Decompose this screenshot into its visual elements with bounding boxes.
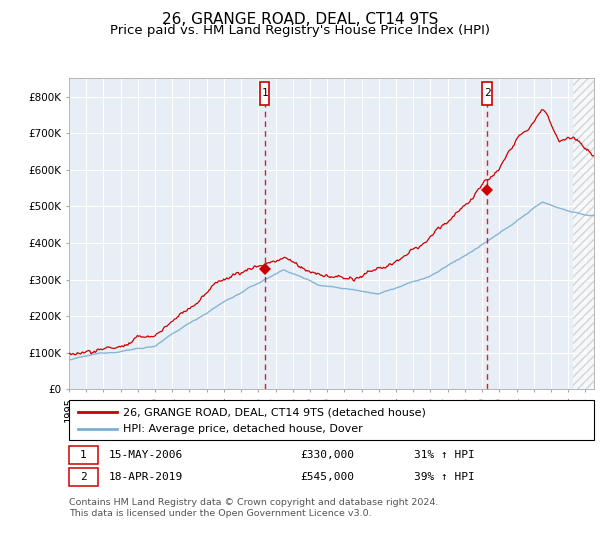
- FancyBboxPatch shape: [260, 82, 269, 105]
- Text: 2: 2: [484, 88, 490, 98]
- Text: £330,000: £330,000: [300, 450, 354, 460]
- Text: 39% ↑ HPI: 39% ↑ HPI: [414, 472, 475, 482]
- Text: £545,000: £545,000: [300, 472, 354, 482]
- Text: 26, GRANGE ROAD, DEAL, CT14 9TS: 26, GRANGE ROAD, DEAL, CT14 9TS: [162, 12, 438, 27]
- Text: 1: 1: [262, 88, 268, 98]
- Text: 1: 1: [80, 450, 87, 460]
- Text: HPI: Average price, detached house, Dover: HPI: Average price, detached house, Dove…: [123, 423, 363, 433]
- Text: 26, GRANGE ROAD, DEAL, CT14 9TS (detached house): 26, GRANGE ROAD, DEAL, CT14 9TS (detache…: [123, 407, 426, 417]
- Text: 2: 2: [80, 472, 87, 482]
- Text: Price paid vs. HM Land Registry's House Price Index (HPI): Price paid vs. HM Land Registry's House …: [110, 24, 490, 36]
- Text: 15-MAY-2006: 15-MAY-2006: [109, 450, 184, 460]
- Text: Contains HM Land Registry data © Crown copyright and database right 2024.
This d: Contains HM Land Registry data © Crown c…: [69, 498, 439, 518]
- Text: 18-APR-2019: 18-APR-2019: [109, 472, 184, 482]
- FancyBboxPatch shape: [482, 82, 492, 105]
- Text: 31% ↑ HPI: 31% ↑ HPI: [414, 450, 475, 460]
